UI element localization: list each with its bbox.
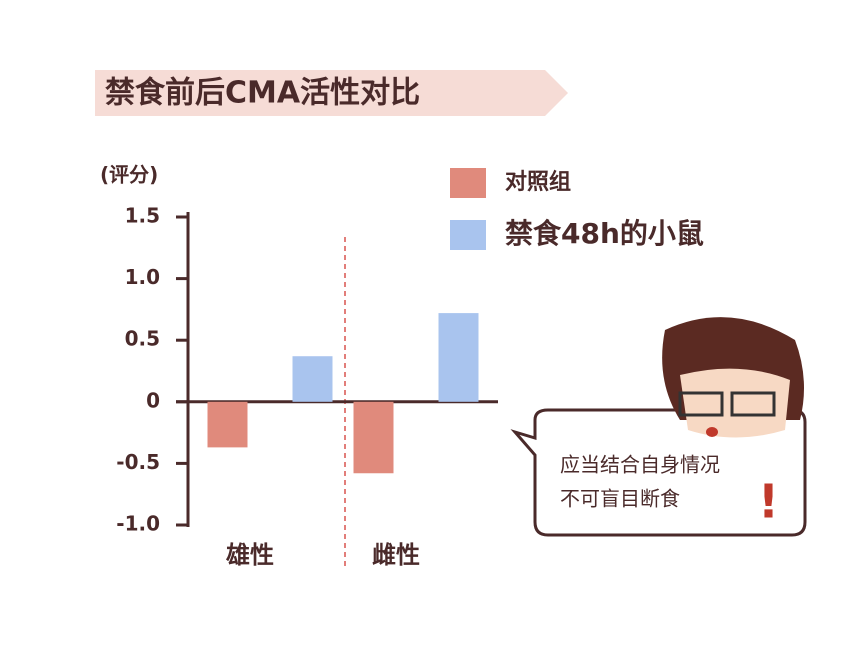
legend-label: 对照组 (505, 169, 571, 195)
speech-bubble (510, 408, 807, 537)
character (510, 317, 807, 537)
annotation: 应当结合自身情况 (560, 453, 720, 477)
bar (353, 401, 394, 474)
bar (207, 401, 248, 448)
y-tick-label: 0.5 (125, 327, 160, 351)
x-tick-label: 雄性 (225, 541, 274, 569)
y-tick-label: -1.0 (116, 512, 160, 536)
x-tick-label: 雌性 (372, 541, 420, 569)
y-tick-label: 0 (146, 388, 160, 412)
exclamation: ! (758, 475, 779, 529)
chart-title: 禁食前后CMA活性对比 (105, 76, 420, 111)
y-axis-label: (评分) (100, 163, 158, 187)
y-tick-label: 1.0 (125, 265, 160, 289)
annotation: 不可盲目断食 (560, 487, 680, 511)
title-banner (95, 70, 568, 116)
glasses (730, 391, 776, 417)
y-tick-label: -0.5 (116, 450, 160, 474)
glasses (678, 391, 724, 417)
face (680, 368, 790, 438)
legend-swatch (450, 168, 486, 198)
y-tick-label: 1.5 (125, 204, 160, 228)
mouth (706, 427, 718, 437)
legend-swatch (450, 220, 486, 250)
bar (292, 356, 333, 402)
bar (438, 313, 479, 402)
legend-label: 禁食48h的小鼠 (505, 217, 704, 250)
